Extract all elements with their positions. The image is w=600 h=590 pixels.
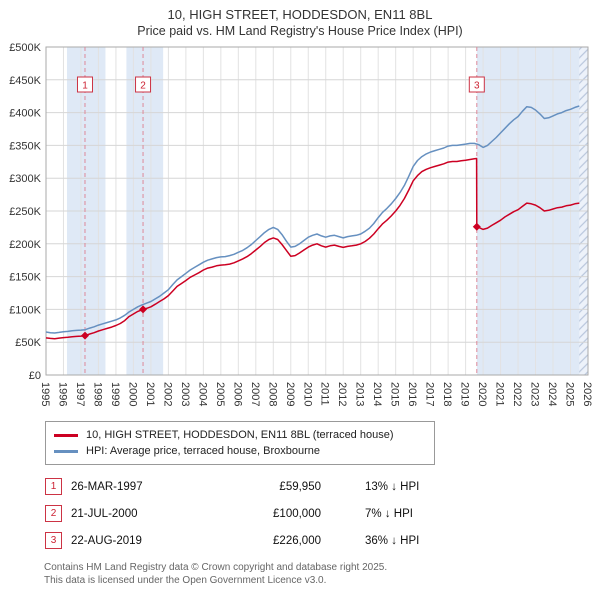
legend-item-property: 10, HIGH STREET, HODDESDON, EN11 8BL (te… xyxy=(54,427,426,443)
x-axis-tick-label: 2015 xyxy=(389,382,401,406)
sale-3-number-badge: 3 xyxy=(45,532,62,549)
x-axis-tick-label: 2020 xyxy=(476,382,488,406)
price-history-chart: 1 2 3 £0 £50K £100K £150K £200K £250K £300K £350K £… xyxy=(9,42,593,406)
chart-header: 10, HIGH STREET, HODDESDON, EN11 8BL Pri… xyxy=(0,0,600,39)
x-axis-tick-label: 2000 xyxy=(126,382,138,406)
x-axis-tick-label: 2019 xyxy=(459,382,471,406)
x-axis-tick-label: 2014 xyxy=(371,382,383,406)
y-axis-tick-label: £150K xyxy=(9,272,41,284)
x-axis-tick-label: 2022 xyxy=(511,382,523,406)
x-axis-tick-label: 1997 xyxy=(74,382,86,406)
x-axis-tick-label: 2009 xyxy=(284,382,296,406)
x-axis-tick-label: 1995 xyxy=(39,382,51,406)
x-axis-tick-label: 2018 xyxy=(441,382,453,406)
y-axis-tick-label: £350K xyxy=(9,140,41,152)
sale-1-number-badge: 1 xyxy=(45,478,62,495)
legend-label-property: 10, HIGH STREET, HODDESDON, EN11 8BL (te… xyxy=(86,429,394,441)
sale-2-vs-hpi: 7% ↓ HPI xyxy=(365,507,413,520)
x-axis-tick-label: 2025 xyxy=(564,382,576,406)
x-axis-tick-label: 2002 xyxy=(161,382,173,406)
footer-line-2: This data is licensed under the Open Gov… xyxy=(44,575,327,586)
sale-number-label: 1 xyxy=(82,81,88,92)
x-axis-tick-label: 2007 xyxy=(249,382,261,406)
sale-2-price: £100,000 xyxy=(273,507,321,520)
x-axis-tick-label: 2016 xyxy=(406,382,418,406)
legend-item-hpi: HPI: Average price, terraced house, Brox… xyxy=(54,443,426,459)
sale-2-number-badge: 2 xyxy=(45,505,62,522)
footer: Contains HM Land Registry data © Crown c… xyxy=(44,561,600,587)
sale-number-box xyxy=(76,76,93,93)
y-axis-tick-label: £100K xyxy=(9,304,41,316)
y-axis-tick-label: £400K xyxy=(9,108,41,120)
x-axis-tick-label: 2006 xyxy=(231,382,243,406)
x-axis-tick-label: 2010 xyxy=(301,382,313,406)
page-title: 10, HIGH STREET, HODDESDON, EN11 8BL xyxy=(167,7,433,22)
x-axis-tick-label: 1999 xyxy=(109,382,121,406)
sales-table: 1 26-MAR-1997 £59,950 13% ↓ HPI 2 21-JUL… xyxy=(45,478,475,549)
sale-point-marker xyxy=(139,305,148,314)
y-axis-tick-label: £300K xyxy=(9,173,41,185)
x-axis-tick-label: 2008 xyxy=(266,382,278,406)
x-axis-tick-label: 2023 xyxy=(529,382,541,406)
chart-legend: 10, HIGH STREET, HODDESDON, EN11 8BL (te… xyxy=(45,421,435,465)
sale-3-price: £226,000 xyxy=(273,534,321,547)
x-axis-tick-label: 2011 xyxy=(319,382,331,406)
sale-1-price: £59,950 xyxy=(279,480,321,493)
y-axis-tick-label: £200K xyxy=(9,239,41,251)
y-axis-tick-label: £500K xyxy=(9,42,41,54)
x-axis-tick-label: 2004 xyxy=(196,382,208,406)
x-axis-tick-label: 2013 xyxy=(354,382,366,406)
property-price-line xyxy=(45,157,580,340)
y-axis-tick-label: £50K xyxy=(15,337,41,349)
legend-label-hpi: HPI: Average price, terraced house, Brox… xyxy=(86,445,320,457)
x-axis-tick-label: 2003 xyxy=(179,382,191,406)
sale-1-date: 26-MAR-1997 xyxy=(71,480,143,493)
y-axis-tick-label: £0 xyxy=(29,370,41,382)
y-axis-tick-label: £450K xyxy=(9,75,41,87)
property-line-swatch xyxy=(54,433,78,437)
page-subtitle: Price paid vs. HM Land Registry's House … xyxy=(137,24,463,38)
x-axis-tick-label: 2024 xyxy=(546,382,558,406)
x-axis-tick-label: 2021 xyxy=(494,382,506,406)
footer-line-1: Contains HM Land Registry data © Crown c… xyxy=(44,562,388,573)
hpi-line-swatch xyxy=(54,449,78,453)
y-axis-tick-label: £250K xyxy=(9,206,41,218)
x-axis-tick-label: 2017 xyxy=(424,382,436,406)
sale-number-box xyxy=(135,76,152,93)
sale-number-box xyxy=(468,76,485,93)
sale-3-vs-hpi: 36% ↓ HPI xyxy=(365,534,420,547)
sale-point-marker xyxy=(472,222,481,231)
sale-number-label: 3 xyxy=(474,81,480,92)
x-axis-tick-label: 1998 xyxy=(91,382,103,406)
x-axis-tick-label: 2001 xyxy=(144,382,156,406)
sale-2-date: 21-JUL-2000 xyxy=(71,507,138,520)
sale-1-vs-hpi: 13% ↓ HPI xyxy=(365,480,420,493)
x-axis-tick-label: 2012 xyxy=(336,382,348,406)
sale-point-marker xyxy=(80,331,89,340)
x-axis-tick-label: 2005 xyxy=(214,382,226,406)
x-axis-tick-label: 1996 xyxy=(56,382,68,406)
x-axis-tick-label: 2026 xyxy=(581,382,593,406)
sale-3-date: 22-AUG-2019 xyxy=(71,534,142,547)
sale-number-label: 2 xyxy=(140,81,146,92)
hpi-line xyxy=(45,105,580,334)
